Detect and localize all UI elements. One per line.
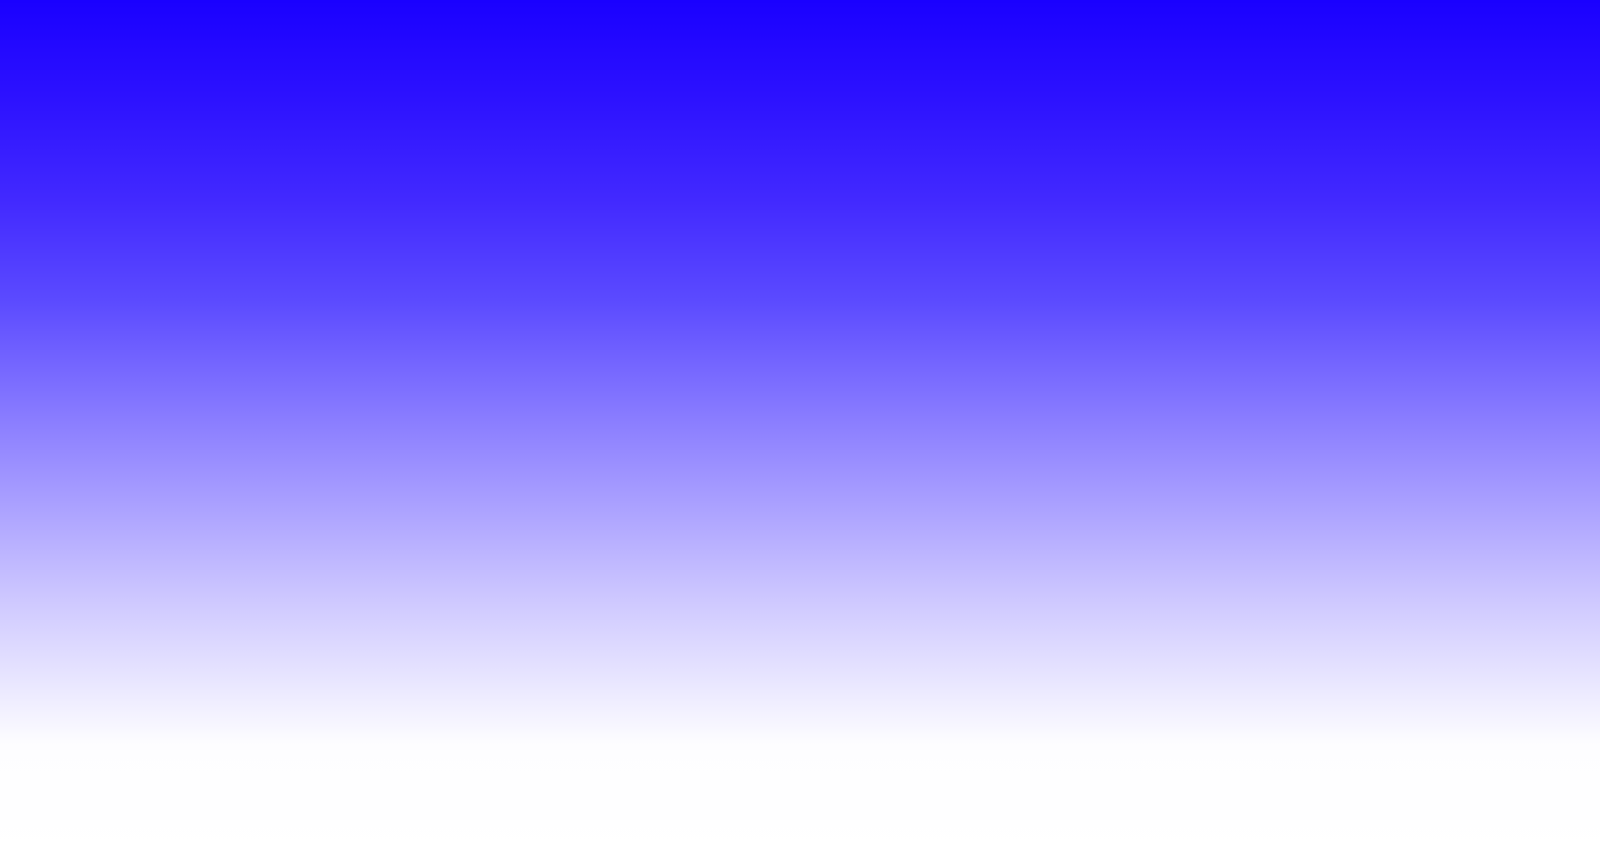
gradient-canvas	[0, 0, 1600, 854]
vertical-linear-gradient-fill	[0, 0, 1600, 854]
